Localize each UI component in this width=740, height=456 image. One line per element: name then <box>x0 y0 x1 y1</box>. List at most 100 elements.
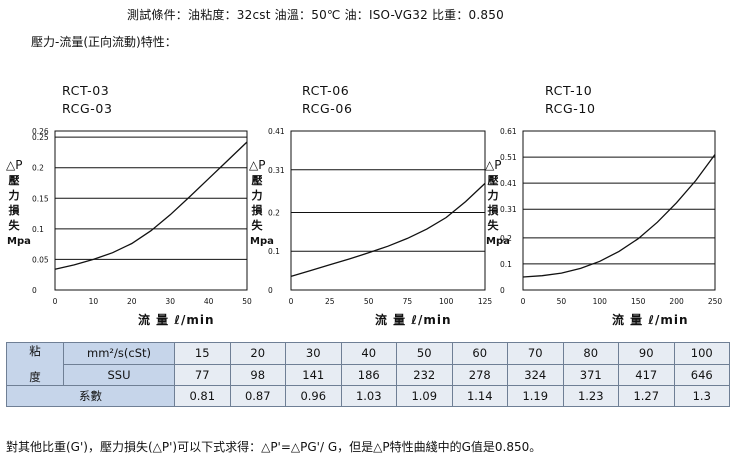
chart-2-x-tick-label: 100 <box>439 297 454 306</box>
chart-2-x-tick-label: 25 <box>325 297 335 306</box>
chart-3-y-unit: Mpa <box>486 236 510 247</box>
table-cell: 0.87 <box>229 385 286 407</box>
table-cell: 324 <box>507 363 564 386</box>
chart-2-y-tick-label: 0.31 <box>268 166 285 175</box>
chart-1-ylabel-char: 損 <box>8 204 20 217</box>
chart-2-ylabel-char: 壓 <box>251 174 263 187</box>
table-cell: 417 <box>618 363 675 386</box>
chart-3-x-tick-label: 100 <box>593 297 608 306</box>
viscosity-table: 粘 度 mm²/s(cSt) 15 20 30 40 50 60 70 80 9… <box>6 342 730 407</box>
table-cell: 30 <box>285 342 342 365</box>
chart-2-ylabel-char: 失 <box>251 219 263 232</box>
viscosity-header-char: 粘 <box>29 344 41 358</box>
chart-3-x-tick-label: 0 <box>521 297 526 306</box>
table-cell: 1.23 <box>562 385 619 407</box>
chart-2-y-axis-label: △P 壓 力 損 失 <box>249 158 265 233</box>
chart-1-ylabel-char: 力 <box>8 189 20 202</box>
chart-1: 0 0.05 0.1 0.15 0.2 0.250.26 0 10 20 30 40 50 0 0.1 0.… <box>32 127 723 306</box>
chart-1-x-tick-label: 20 <box>127 297 137 306</box>
chart-2-model-rcg: RCG-06 <box>302 101 353 116</box>
chart-1-x-tick-label: 10 <box>89 297 99 306</box>
chart-2-x-tick-label: 75 <box>403 297 413 306</box>
table-cell: 60 <box>451 342 508 365</box>
chart-1-x-tick-label: 30 <box>165 297 175 306</box>
chart-1-model-rcg: RCG-03 <box>62 101 113 116</box>
chart-2-x-tick-label: 0 <box>289 297 294 306</box>
chart-2-y-tick-label: 0.1 <box>268 247 280 256</box>
chart-2-x-axis-label: 流 量 ℓ/min <box>375 313 452 327</box>
chart-3-x-tick-label: 150 <box>631 297 646 306</box>
chart-2-y-tick-label: 0.2 <box>268 208 280 217</box>
table-cell: 77 <box>174 363 231 386</box>
chart-3-x-tick-label: 200 <box>669 297 684 306</box>
chart-2-y-unit: Mpa <box>250 236 274 247</box>
chart-1-y-tick-label: 0.1 <box>32 225 44 234</box>
chart-3-model-rct: RCT-10 <box>545 83 593 98</box>
chart-1-delta-p: △P <box>6 158 23 172</box>
table-cell: 141 <box>285 363 342 386</box>
chart-3-ylabel-char: 損 <box>487 204 499 217</box>
chart-3-model-label: RCT-10 RCG-10 <box>545 82 596 118</box>
chart-1-x-tick-label: 40 <box>204 297 214 306</box>
table-cell: 1.3 <box>673 385 730 407</box>
table-cell: 20 <box>229 342 286 365</box>
chart-3-y-tick-label: 0.51 <box>500 153 517 162</box>
chart-1-y-tick-label: 0.15 <box>32 194 49 203</box>
chart-3-y-tick-label: 0.1 <box>500 260 512 269</box>
table-cell: 80 <box>562 342 619 365</box>
table-cell: 278 <box>451 363 508 386</box>
chart-3-y-axis-label: △P 壓 力 損 失 <box>485 158 501 233</box>
chart-1-series-line <box>54 141 248 270</box>
footer-note: 對其他比重(G')，壓力損失(△P')可以下式求得：△P'=△PG'/ G，但是… <box>6 440 542 454</box>
table-cell: 40 <box>340 342 397 365</box>
chart-3-ylabel-char: 力 <box>487 189 499 202</box>
chart-2-ylabel-char: 損 <box>251 204 263 217</box>
table-cell: 90 <box>618 342 675 365</box>
table-cell: 15 <box>174 342 231 365</box>
chart-1-x-tick-label: 0 <box>53 297 58 306</box>
table-cell: 1.14 <box>451 385 508 407</box>
section-title: 壓力-流量(正向流動)特性： <box>31 35 177 49</box>
chart-2-delta-p: △P <box>249 158 266 172</box>
chart-1-model-rct: RCT-03 <box>62 83 110 98</box>
table-row: 系數 0.81 0.87 0.96 1.03 1.09 1.14 1.19 1.… <box>6 385 730 407</box>
table-cell: 1.27 <box>618 385 675 407</box>
chart-1-x-tick-label: 50 <box>242 297 252 306</box>
chart-3-y-tick-label: 0.31 <box>500 205 517 214</box>
chart-3-y-tick-label: 0 <box>500 286 505 295</box>
chart-3-x-tick-label: 250 <box>708 297 723 306</box>
chart-1-y-tick-label: 0 <box>32 286 37 295</box>
chart-3-ylabel-char: 失 <box>487 219 499 232</box>
chart-2-y-tick-label: 0 <box>268 286 273 295</box>
table-cell: 646 <box>673 363 730 386</box>
chart-3-delta-p: △P <box>485 158 502 172</box>
chart-2-x-tick-label: 50 <box>364 297 374 306</box>
chart-2-frame <box>290 130 486 291</box>
chart-1-y-unit: Mpa <box>7 236 31 247</box>
chart-2-x-tick-label: 125 <box>478 297 493 306</box>
chart-1-y-axis-label: △P 壓 力 損 失 <box>6 158 22 233</box>
chart-3-frame <box>522 130 716 291</box>
table-row: 粘 度 mm²/s(cSt) 15 20 30 40 50 60 70 80 9… <box>6 342 730 386</box>
chart-3-x-tick-label: 50 <box>557 297 567 306</box>
chart-3-y-tick-label: 0.41 <box>500 179 517 188</box>
chart-3-model-rcg: RCG-10 <box>545 101 596 116</box>
table-cell: 1.03 <box>340 385 397 407</box>
table-cell: 371 <box>562 363 619 386</box>
table-cell: 1.09 <box>396 385 453 407</box>
table-cell: 98 <box>229 363 286 386</box>
chart-2-ylabel-char: 力 <box>251 189 263 202</box>
table-cell: 1.19 <box>507 385 564 407</box>
chart-1-y-tick-label: 0.25 <box>32 133 49 142</box>
table-cell: 0.96 <box>285 385 342 407</box>
chart-2-series-line <box>290 182 486 278</box>
viscosity-header: 粘 度 <box>6 342 64 386</box>
chart-1-ylabel-char: 壓 <box>8 174 20 187</box>
chart-3-y-tick-label: 0.61 <box>500 127 517 136</box>
chart-1-x-axis-label: 流 量 ℓ/min <box>138 313 215 327</box>
cst-unit-label: mm²/s(cSt) <box>63 342 175 365</box>
viscosity-header-char: 度 <box>29 370 41 384</box>
chart-1-model-label: RCT-03 RCG-03 <box>62 82 113 118</box>
chart-3-y-tick-label: 0.2 <box>500 234 512 243</box>
chart-3-ylabel-char: 壓 <box>487 174 499 187</box>
